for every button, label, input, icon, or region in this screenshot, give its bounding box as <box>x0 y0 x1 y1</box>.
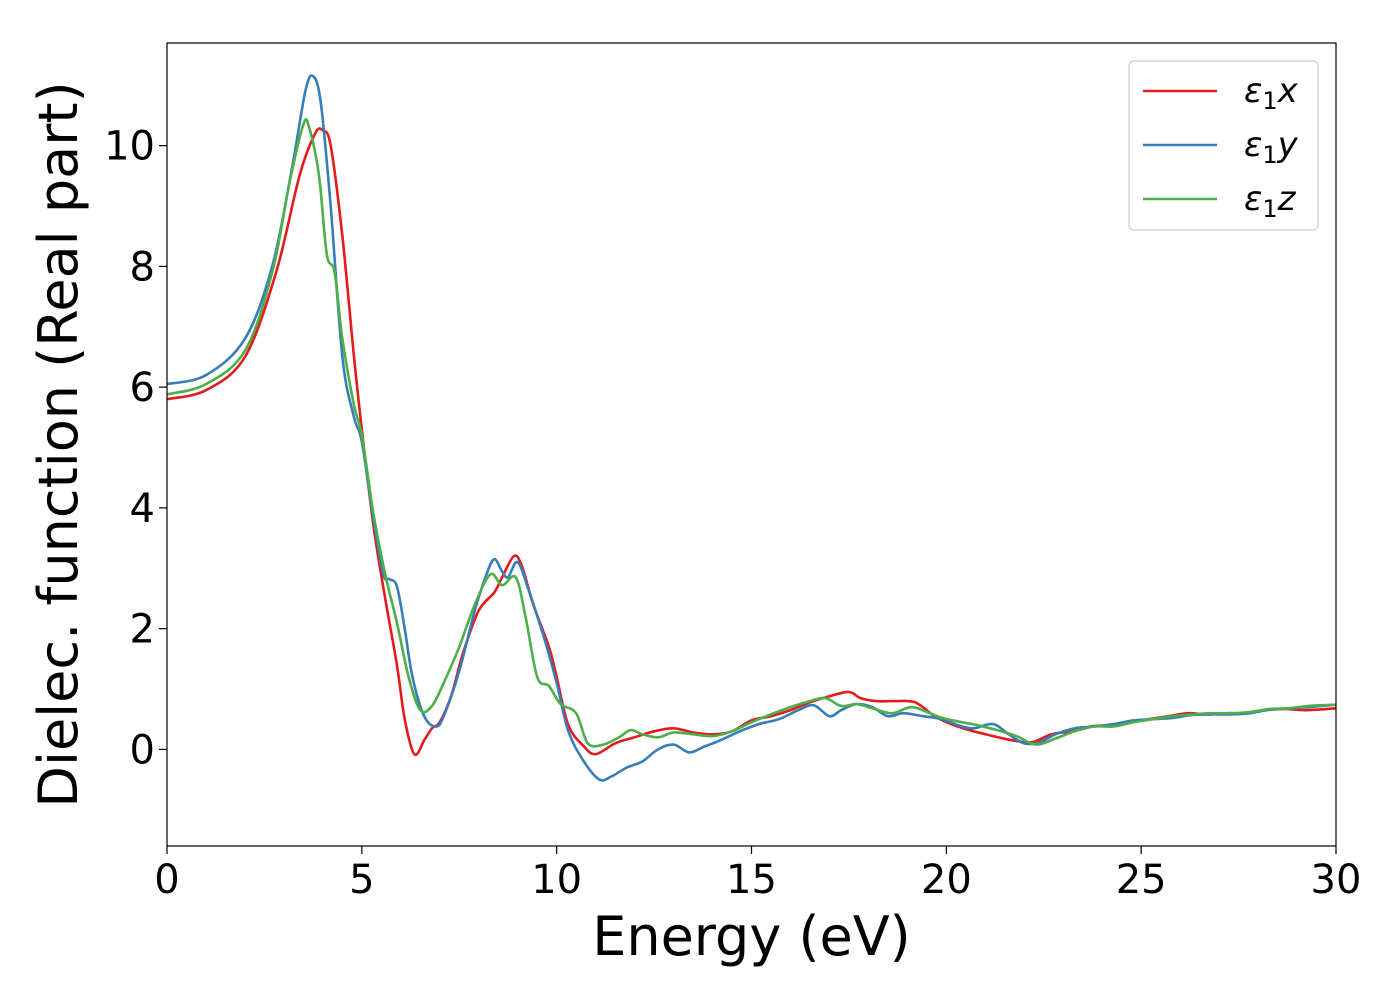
y-tick-label: 6 <box>130 365 155 411</box>
legend-label-x: ε1x <box>1244 71 1299 115</box>
x-axis-title: Energy (eV) <box>592 905 911 968</box>
y-tick-label: 8 <box>130 244 155 290</box>
legend-label-z: ε1z <box>1244 179 1297 223</box>
y-tick-label: 2 <box>130 607 155 653</box>
x-axis: 0 5 10 15 20 25 30 <box>154 846 1361 903</box>
x-tick-label: 20 <box>921 857 972 903</box>
x-tick-label: 15 <box>726 857 777 903</box>
y-axis-title: Dielec. function (Real part) <box>27 81 90 807</box>
x-tick-label: 0 <box>154 857 179 903</box>
x-tick-label: 25 <box>1116 857 1167 903</box>
y-axis: 0 2 4 6 8 10 <box>104 124 167 773</box>
legend-box <box>1128 60 1319 231</box>
y-tick-label: 10 <box>104 124 155 170</box>
legend-label-y: ε1y <box>1244 125 1299 169</box>
y-tick-label: 0 <box>130 727 155 773</box>
series-layer <box>167 74 1336 782</box>
x-tick-label: 5 <box>349 857 374 903</box>
legend: ε1x ε1y ε1z <box>1128 60 1319 231</box>
x-tick-label: 10 <box>531 857 582 903</box>
series-line-z <box>167 117 1336 748</box>
y-tick-label: 4 <box>130 486 155 532</box>
x-tick-label: 30 <box>1311 857 1362 903</box>
